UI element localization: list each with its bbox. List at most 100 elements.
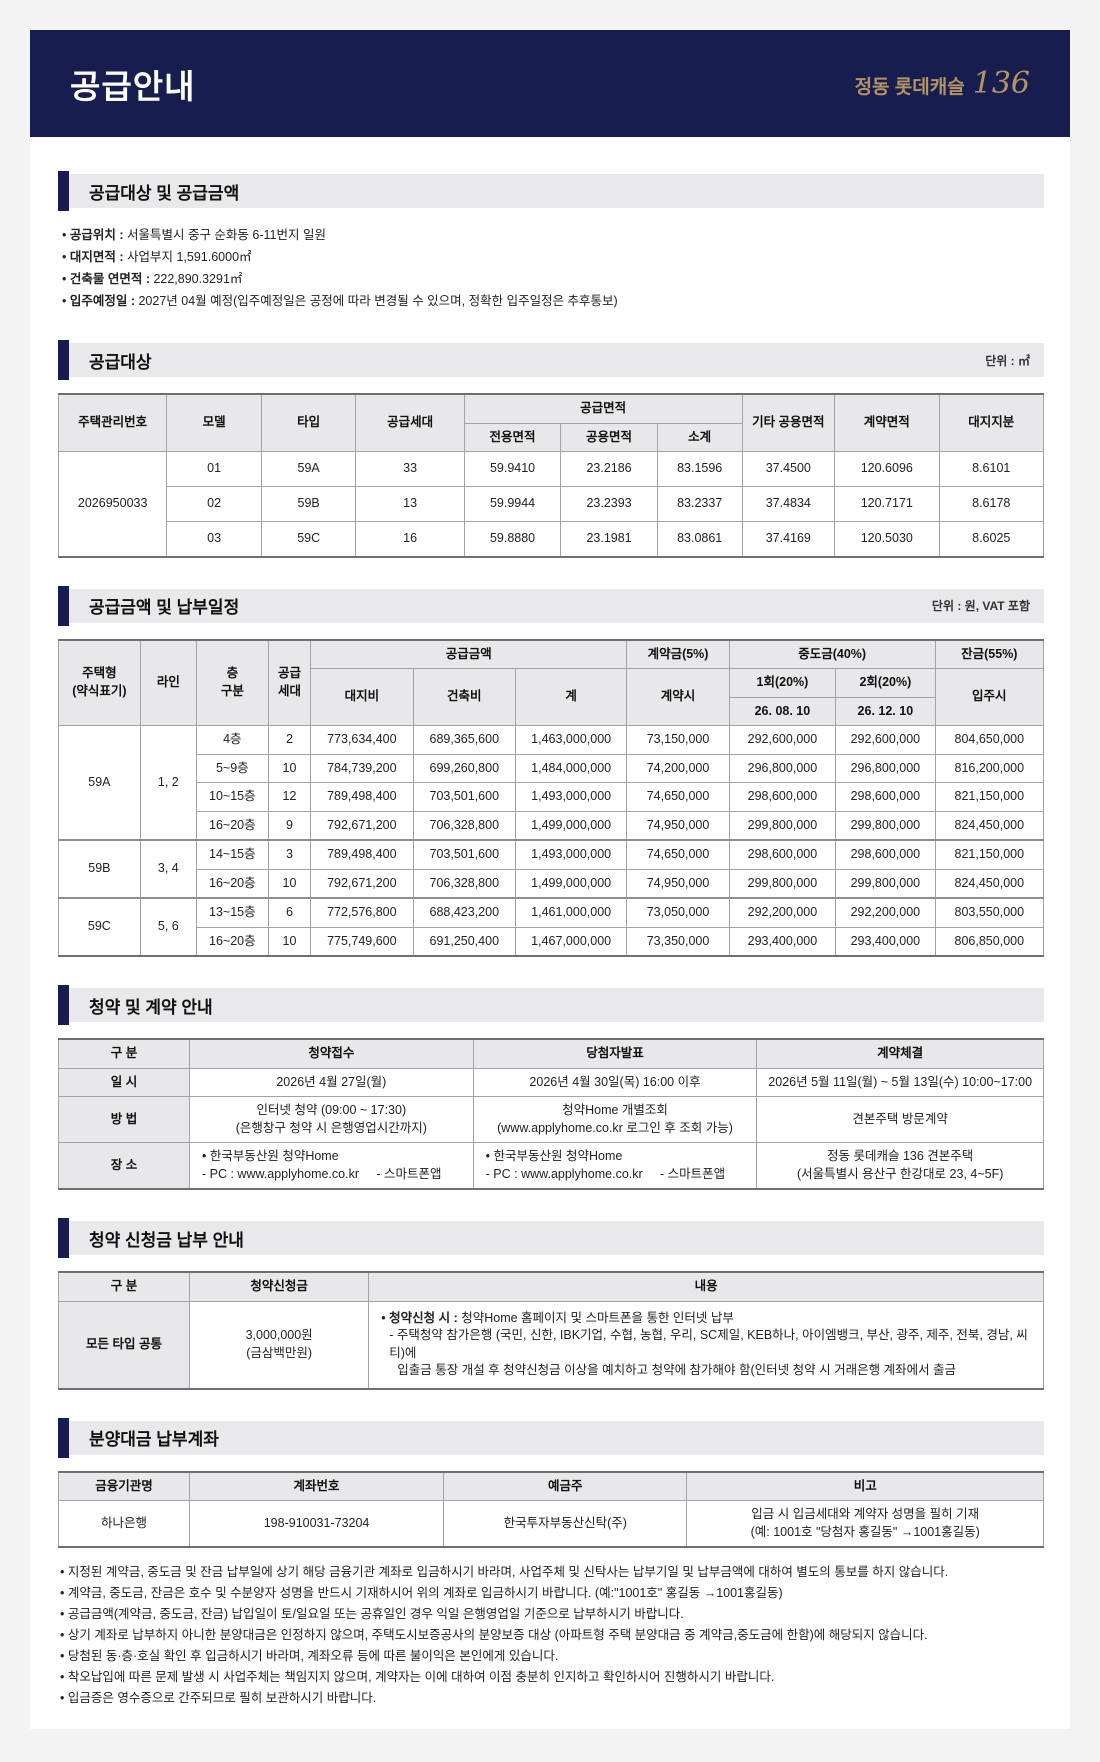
cell: 한국투자부동산신탁(주) [443, 1500, 688, 1548]
table-row: 16~20층 10 775,749,600 691,250,400 1,467,… [59, 926, 1045, 957]
cell: 12 [267, 782, 312, 812]
col-header: 중도금(40%) [728, 639, 936, 669]
section-title-bar: 청약 신청금 납부 안내 [69, 1221, 1044, 1255]
col-header: 비고 [686, 1471, 1044, 1501]
col-header: 전용면적 [463, 422, 562, 452]
section-accent-bar [58, 1218, 69, 1258]
cell: 1, 2 [139, 725, 197, 841]
table-row: 장 소 • 한국부동산원 청약Home - PC : www.applyhome… [58, 1142, 1044, 1190]
cell: 16 [355, 521, 465, 557]
col-header: 라인 [139, 639, 197, 726]
cell: 789,498,400 [310, 782, 414, 812]
brand: 정동 롯데캐슬 136 [855, 66, 1030, 101]
cell: 773,634,400 [310, 725, 414, 755]
bullet-value: 222,890.3291㎡ [153, 272, 243, 286]
cell: 59.9410 [463, 451, 562, 487]
col-header: 계좌번호 [188, 1471, 445, 1501]
col-header: 당첨자발표 [472, 1038, 758, 1069]
cell: 792,671,200 [310, 810, 414, 841]
cell: 16~20층 [195, 926, 269, 957]
cell: 298,600,000 [835, 782, 936, 812]
cell: 10 [267, 926, 312, 957]
col-header: 계약금(5%) [626, 639, 730, 669]
note-item: 착오납입에 따른 문제 발생 시 사업주체는 책임지지 않으며, 계약자는 이에… [60, 1667, 1044, 1688]
cell: 83.2337 [656, 486, 743, 522]
table-row: 주택관리번호 모델 타입 공급세대 공급면적 기타 공용면적 계약면적 대지지분 [57, 393, 1044, 452]
cell: 하나은행 [58, 1500, 190, 1548]
note-item: 입금증은 영수증으로 간주되므로 필히 보관하시기 바랍니다. [60, 1688, 1044, 1709]
cell: 3 [267, 839, 312, 870]
cell: 120.7171 [834, 486, 940, 522]
col-header: 주택관리번호 [57, 393, 168, 452]
section-accent-bar [58, 340, 69, 380]
col-header: 구 분 [58, 1038, 190, 1069]
cell: 706,328,800 [412, 810, 517, 841]
note-item: 공급금액(계약금, 중도금, 잔금) 납입일이 토/일요일 또는 공휴일인 경우… [60, 1604, 1044, 1625]
col-header: 계약체결 [756, 1038, 1044, 1069]
section-accent-bar [58, 585, 69, 626]
cell: 198-910031-73204 [188, 1500, 445, 1548]
col-header: 공급면적 [463, 393, 743, 424]
section-account-header: 분양대금 납부계좌 [58, 1417, 1044, 1458]
bullet-label: 대지면적 [70, 250, 127, 264]
cell: 816,200,000 [934, 753, 1045, 783]
table-row: 59C 5, 6 13~15층 6 772,576,800 688,423,20… [58, 897, 1045, 957]
cell: 8.6025 [938, 521, 1044, 557]
unit-label: 단위 : ㎡ [985, 353, 1030, 368]
section-accent-bar [58, 985, 69, 1025]
cell: 16~20층 [195, 868, 269, 899]
document-page: 공급안내 정동 롯데캐슬 136 공급대상 및 공급금액 공급위치서울특별시 중… [30, 30, 1070, 1729]
cell: 2026년 5월 11일(월) ~ 5월 13일(수) 10:00~17:00 [756, 1067, 1044, 1097]
table-row: 구 분 청약신청금 내용 [58, 1271, 1044, 1302]
section-title: 청약 신청금 납부 안내 [89, 1230, 244, 1250]
cell: 10~15층 [195, 782, 269, 812]
section-accent-bar [58, 1417, 69, 1458]
table-row: 16~20층 9 792,671,200 706,328,800 1,499,0… [59, 810, 1045, 841]
cell: 806,850,000 [934, 926, 1045, 957]
table-row: 주택형 (약식표기) 라인 층 구분 공급 세대 공급금액 계약금(5%) 중도… [58, 639, 1045, 726]
col-header: 층 구분 [195, 639, 269, 726]
table-row: 금융기관명 계좌번호 예금주 비고 [58, 1471, 1044, 1501]
cell: 3, 4 [139, 839, 197, 899]
list-item: 공급위치서울특별시 중구 순화동 6-11번지 일원 [62, 224, 1044, 246]
cell: 293,400,000 [728, 926, 837, 957]
cell: 298,600,000 [728, 782, 837, 812]
notes-list: 지정된 계약금, 중도금 및 잔금 납부일에 상기 해당 금융기관 계좌로 입금… [60, 1562, 1044, 1709]
cell: 59.9944 [463, 486, 562, 522]
cell: 23.1981 [560, 521, 658, 557]
table-row: 03 59C 16 59.8880 23.1981 83.0861 37.416… [59, 521, 1044, 557]
col-header: 잔금(55%) [934, 639, 1045, 669]
cell: 1,484,000,000 [514, 753, 628, 783]
cell: 120.6096 [834, 451, 940, 487]
cell: 73,050,000 [626, 897, 730, 928]
table-row: 26. 08. 10 26. 12. 10 [59, 696, 1044, 726]
deposit-lead-text: 청약Home 홈페이지 및 스마트폰을 통한 인터넷 납부 [461, 1310, 734, 1325]
cell: 8.6178 [938, 486, 1044, 522]
cell: 83.1596 [656, 451, 743, 487]
cell: 299,800,000 [835, 868, 936, 899]
cell: 6 [267, 897, 312, 928]
cell: 296,800,000 [835, 753, 936, 783]
cell: 2 [267, 725, 312, 755]
cell: 입금 시 입금세대와 계약자 성명을 필히 기재 (예: 1001호 "당첨자 … [686, 1500, 1044, 1548]
col-header: 주택형 (약식표기) [58, 639, 141, 726]
col-header: 26. 12. 10 [835, 696, 936, 726]
cell: 821,150,000 [934, 839, 1045, 870]
cell: 33 [355, 451, 465, 487]
cell: 13 [355, 486, 465, 522]
cell: 73,150,000 [626, 725, 730, 755]
section-title-bar: 공급대상 및 공급금액 [69, 174, 1044, 208]
bullet-mark: • [381, 1310, 390, 1325]
note-item: 지정된 계약금, 중도금 및 잔금 납부일에 상기 해당 금융기관 계좌로 입금… [60, 1562, 1044, 1583]
subscription-table: 구 분 청약접수 당첨자발표 계약체결 일 시 2026년 4월 27일(월) … [58, 1038, 1044, 1190]
section-accent-bar [58, 171, 69, 211]
list-item: 입주예정일2027년 04월 예정(입주예정일은 공정에 따라 변경될 수 있으… [62, 290, 1044, 312]
cell: 74,650,000 [626, 839, 730, 870]
section-supply-header: 공급대상 단위 : ㎡ [58, 340, 1044, 380]
bullet-value: 2027년 04월 예정(입주예정일은 공정에 따라 변경될 수 있으며, 정확… [138, 294, 618, 308]
cell: 1,493,000,000 [514, 782, 628, 812]
supply-table: 주택관리번호 모델 타입 공급세대 공급면적 기타 공용면적 계약면적 대지지분… [57, 393, 1044, 558]
cell: 4층 [195, 725, 269, 755]
cell: 인터넷 청약 (09:00 ~ 17:30) (은행창구 청약 시 은행영업시간… [189, 1096, 474, 1143]
cell: 59.8880 [463, 521, 562, 557]
